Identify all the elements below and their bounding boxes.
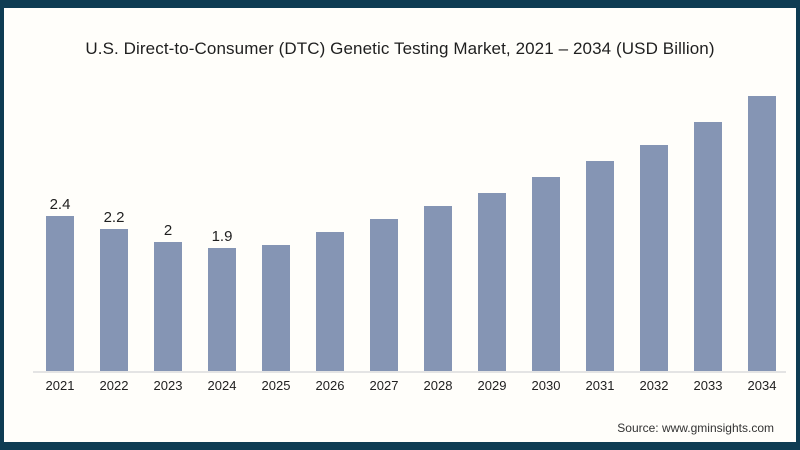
bar-column-2028 [411, 93, 465, 371]
x-tick-2034: 2034 [747, 378, 777, 393]
bar-column-2032 [627, 93, 681, 371]
x-tick-2033: 2033 [693, 378, 723, 393]
bar-2031 [586, 160, 614, 371]
bar-2026 [316, 232, 344, 371]
bar-2024 [208, 248, 236, 371]
bar-column-2024: 1.9 [195, 93, 249, 371]
bar-2032 [640, 144, 668, 371]
x-tick-2032: 2032 [639, 378, 669, 393]
bar-value-label-2024: 1.9 [211, 228, 233, 246]
bar-value-label-2021: 2.4 [49, 195, 71, 213]
bar-value-label-2022: 2.2 [103, 208, 125, 226]
bar-column-2030 [519, 93, 573, 371]
bar-column-2033 [681, 93, 735, 371]
chart-title: U.S. Direct-to-Consumer (DTC) Genetic Te… [85, 39, 715, 58]
bar-2028 [424, 206, 452, 371]
bar-2033 [694, 122, 722, 371]
x-tick-2026: 2026 [315, 378, 345, 393]
x-tick-2023: 2023 [153, 378, 183, 393]
bar-column-2023: 2 [141, 93, 195, 371]
x-tick-2022: 2022 [99, 378, 129, 393]
x-tick-2028: 2028 [423, 378, 453, 393]
x-tick-2021: 2021 [45, 378, 75, 393]
bar-column-2034 [735, 93, 789, 371]
bar-column-2026 [303, 93, 357, 371]
bar-2030 [532, 177, 560, 371]
bar-2023 [154, 241, 182, 371]
source-text: Source: www.gminsights.com [617, 421, 774, 435]
bar-column-2025 [249, 93, 303, 371]
x-tick-2030: 2030 [531, 378, 561, 393]
x-tick-2024: 2024 [207, 378, 237, 393]
bar-column-2031 [573, 93, 627, 371]
bar-2027 [370, 219, 398, 371]
bar-2022 [100, 228, 128, 371]
bar-value-label-2023: 2 [163, 221, 173, 239]
x-tick-2025: 2025 [261, 378, 291, 393]
x-tick-2027: 2027 [369, 378, 399, 393]
bar-column-2022: 2.2 [87, 93, 141, 371]
bar-2029 [478, 193, 506, 371]
bar-2025 [262, 244, 290, 371]
x-axis-labels: 2021 2022 2023 2024 2025 2026 2027 2028 2029 2030… [33, 378, 789, 393]
bar-2034 [748, 96, 776, 371]
x-tick-2029: 2029 [477, 378, 507, 393]
bar-column-2021: 2.4 [33, 93, 87, 371]
bar-2021 [46, 215, 74, 371]
bar-column-2027 [357, 93, 411, 371]
x-axis-line [33, 371, 786, 373]
plot-area: 2.4 2.2 2 1.9 [33, 93, 789, 371]
bar-column-2029 [465, 93, 519, 371]
x-tick-2031: 2031 [585, 378, 615, 393]
